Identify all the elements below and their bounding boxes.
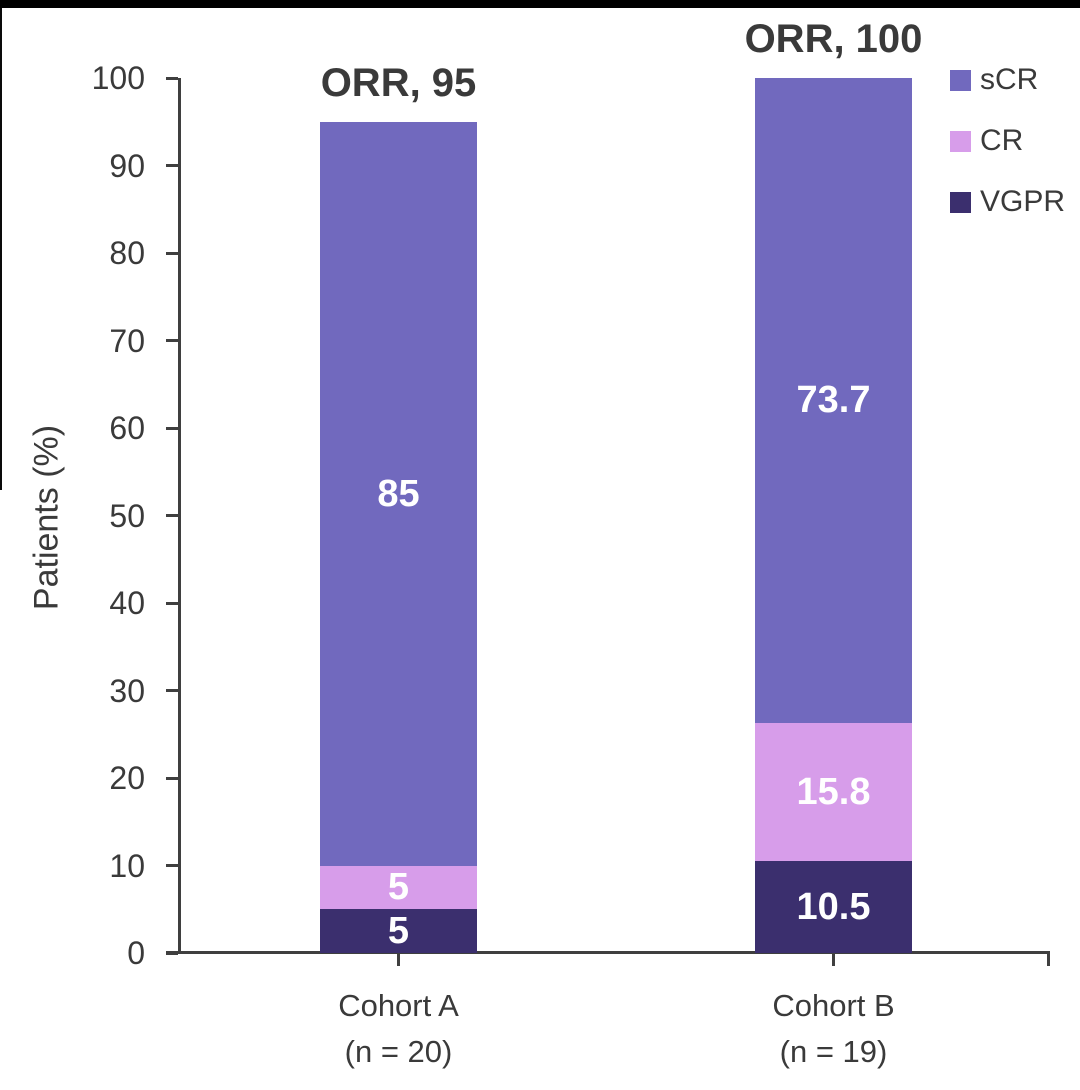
legend-label: CR	[980, 124, 1024, 157]
legend-item-scr: sCR	[950, 63, 1039, 96]
bar-segment-vgpr: 5	[320, 909, 477, 953]
y-tick-mark	[166, 76, 178, 80]
y-tick-mark	[166, 164, 178, 167]
left-border	[0, 8, 2, 490]
y-tick-mark	[166, 514, 178, 517]
x-tick-mark	[397, 951, 400, 966]
y-tick-label: 40	[109, 585, 145, 621]
orr-label: ORR, 100	[744, 17, 923, 61]
y-tick-label: 60	[109, 410, 145, 446]
y-tick-mark	[166, 601, 178, 605]
category-n: (n = 20)	[344, 1034, 453, 1069]
x-tick-mark	[832, 951, 835, 966]
category-name: Cohort B	[772, 988, 895, 1023]
y-tick-mark	[166, 251, 178, 255]
y-axis-line	[178, 78, 181, 954]
y-tick-mark	[166, 864, 178, 867]
y-tick-label: 70	[109, 322, 145, 359]
legend-item-vgpr: VGPR	[950, 185, 1066, 218]
top-border	[0, 0, 1080, 8]
y-tick-label: 0	[127, 935, 145, 971]
bar-value-label: 73.7	[796, 379, 871, 422]
bar-segment-cr: 5	[320, 865, 477, 910]
bar-segment-cr: 15.8	[755, 722, 912, 862]
x-axis-end-tick	[1047, 951, 1050, 966]
bar-value-label: 10.5	[796, 886, 871, 929]
category-label-cohort-b: Cohort B (n = 19)	[684, 983, 984, 1075]
bar-value-label: 15.8	[796, 771, 871, 813]
y-tick-label: 80	[109, 235, 145, 271]
y-tick-label: 20	[109, 760, 145, 796]
y-tick-label: 90	[109, 147, 145, 184]
bar-segment-vgpr: 10.5	[755, 861, 912, 953]
legend-swatch-cr	[950, 130, 971, 152]
y-tick-mark	[166, 776, 178, 780]
category-n: (n = 19)	[779, 1034, 888, 1069]
y-tick-mark	[166, 339, 178, 342]
legend-swatch-vgpr	[950, 191, 971, 213]
legend-swatch-scr	[950, 69, 971, 91]
y-tick-label: 100	[91, 60, 145, 96]
category-label-cohort-a: Cohort A (n = 20)	[249, 983, 549, 1075]
legend-item-cr: CR	[950, 124, 1024, 157]
bar-value-label: 5	[387, 866, 410, 909]
legend-label: VGPR	[980, 185, 1066, 218]
y-tick-label: 10	[109, 847, 145, 884]
y-tick-mark	[166, 426, 178, 430]
x-axis-line	[166, 951, 1050, 954]
y-tick-mark	[166, 951, 178, 955]
y-tick-label: 30	[109, 672, 145, 709]
orr-label: ORR, 95	[320, 60, 477, 105]
legend-label: sCR	[980, 63, 1039, 96]
bar-segment-scr: 85	[320, 121, 477, 866]
y-tick-mark	[166, 689, 178, 692]
bar-segment-scr: 73.7	[755, 78, 912, 723]
category-name: Cohort A	[338, 988, 459, 1023]
y-tick-label: 50	[109, 497, 145, 534]
bar-value-label: 85	[377, 472, 420, 515]
bar-value-label: 5	[387, 910, 410, 953]
